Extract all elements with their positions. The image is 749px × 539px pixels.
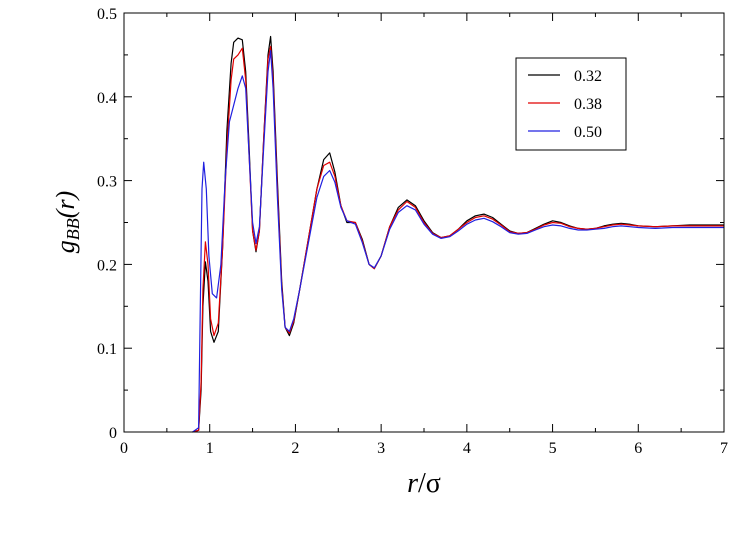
y-tick-label: 0.1 — [97, 341, 117, 358]
legend: 0.32 0.38 0.50 — [515, 57, 627, 151]
x-tick-label: 3 — [377, 440, 385, 457]
x-axis-title: r/σ — [407, 468, 441, 499]
y-axis-title: gBB(r) — [51, 191, 83, 253]
series-layer — [192, 35, 724, 433]
y-tick-label: 0 — [109, 425, 117, 442]
x-tick-label: 0 — [120, 440, 128, 457]
y-tick-label: 0.2 — [97, 257, 117, 274]
legend-label: 0.38 — [574, 96, 602, 113]
legend-label: 0.32 — [574, 68, 602, 85]
series-line-0.50 — [192, 50, 724, 433]
y-axis-title-subscript: BB — [63, 218, 83, 240]
y-tick-label: 0.5 — [97, 6, 117, 23]
series-line-0.38 — [192, 45, 724, 433]
x-tick-label: 6 — [634, 440, 642, 457]
x-tick-label: 5 — [549, 440, 557, 457]
y-tick-label: 0.4 — [97, 90, 117, 107]
legend-label: 0.50 — [574, 124, 602, 141]
x-tick-label: 4 — [463, 440, 471, 457]
x-tick-label: 7 — [720, 440, 728, 457]
x-tick-label: 1 — [206, 440, 214, 457]
x-tick-label: 2 — [291, 440, 299, 457]
ticks-layer: 0 1 2 3 4 5 6 7 0 0.1 0.2 0.3 0.4 0.5 — [97, 6, 728, 457]
series-line-0.32 — [192, 35, 724, 433]
y-tick-label: 0.3 — [97, 174, 117, 191]
legend-box — [515, 57, 627, 151]
